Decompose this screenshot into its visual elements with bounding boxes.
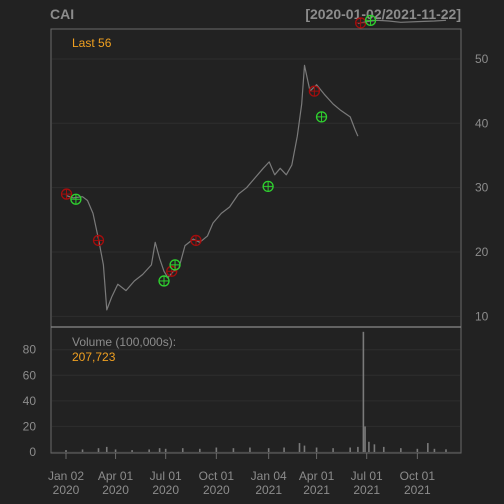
volume-gridlines (52, 349, 460, 453)
buy-marker (158, 275, 170, 287)
price-y-tick-label: 50 (475, 52, 489, 66)
price-y-tick-label: 40 (475, 116, 489, 130)
buy-marker (364, 14, 377, 26)
sell-marker (354, 17, 367, 29)
x-tick-year-label: 2020 (203, 483, 230, 497)
x-tick-year-label: 2020 (152, 483, 179, 497)
date-range-label: [2020-01-02/2021-11-22] (305, 6, 461, 22)
volume-last-value: 207,723 (72, 350, 116, 364)
last-price-label: Last 56 (72, 36, 112, 50)
price-y-axis: 10 20 30 40 50 (475, 52, 489, 323)
price-series-line-0 (65, 64, 359, 311)
price-series-line-1 (357, 19, 447, 25)
sell-marker (308, 85, 321, 97)
volume-y-tick-label: 40 (23, 394, 37, 408)
volume-y-tick-label: 0 (29, 445, 36, 459)
price-gridlines (52, 58, 460, 317)
buy-marker (169, 259, 181, 271)
x-tick-year-label: 2021 (255, 483, 282, 497)
chart-title: CAI (50, 6, 74, 22)
x-tick-label: Oct 01 (199, 469, 235, 483)
x-tick-year-label: 2020 (102, 483, 129, 497)
volume-y-axis: 0 20 40 60 80 (23, 343, 37, 459)
buy-marker (70, 193, 82, 205)
x-tick-label: Jul 01 (150, 469, 182, 483)
buy-marker (315, 111, 328, 123)
x-tick-year-label: 2021 (404, 483, 431, 497)
x-tick-label: Jul 01 (351, 469, 383, 483)
volume-y-tick-label: 60 (23, 368, 37, 382)
volume-y-tick-label: 80 (23, 343, 37, 357)
trade-markers (60, 14, 377, 287)
buy-marker (262, 180, 274, 193)
x-tick-label: Apr 01 (98, 469, 134, 483)
sell-marker (92, 234, 105, 247)
x-tick-label: Jan 04 (251, 469, 287, 483)
sell-marker (60, 188, 73, 200)
price-y-tick-label: 30 (475, 181, 489, 195)
x-tick-label: Apr 01 (299, 469, 335, 483)
price-y-tick-label: 10 (475, 309, 489, 323)
volume-y-tick-label: 20 (23, 419, 37, 433)
sell-marker (190, 234, 202, 247)
volume-series (65, 331, 447, 452)
price-series (65, 19, 447, 311)
x-tick-label: Oct 01 (400, 469, 436, 483)
price-y-tick-label: 20 (475, 245, 489, 259)
volume-title: Volume (100,000s): (72, 335, 176, 349)
x-tick-year-label: 2020 (53, 483, 80, 497)
x-tick-year-label: 2021 (353, 483, 380, 497)
x-tick-year-label: 2021 (303, 483, 330, 497)
x-tick-label: Jan 02 (48, 469, 84, 483)
